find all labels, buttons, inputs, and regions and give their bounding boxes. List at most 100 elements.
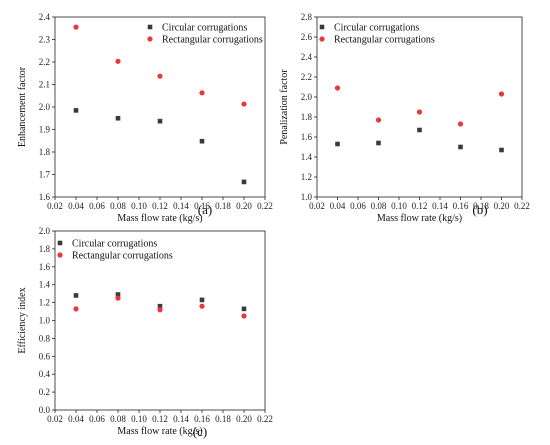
x-tick-label: 0.14 [173, 201, 189, 211]
legend-marker-circular [147, 24, 153, 30]
data-point-circular [499, 147, 504, 153]
x-tick-label: 0.22 [257, 414, 273, 424]
x-tick-label: 0.18 [473, 201, 489, 211]
x-tick-label: 0.18 [215, 201, 231, 211]
data-point-rectangular [241, 101, 247, 107]
legend-marker-rectangular [147, 36, 153, 42]
y-tick-label: 2.6 [301, 32, 313, 42]
data-point-rectangular [457, 121, 464, 127]
data-point-circular [241, 306, 247, 312]
data-point-rectangular [115, 58, 121, 64]
y-tick-label: 2.2 [39, 57, 50, 67]
x-tick-label: 0.06 [89, 201, 105, 211]
data-point-rectangular [73, 306, 79, 312]
y-tick-label: 2.4 [39, 12, 51, 22]
y-tick-label: 2.1 [39, 80, 50, 90]
data-point-circular [73, 108, 79, 113]
data-point-rectangular [334, 85, 341, 91]
x-tick-label: 0.14 [173, 414, 189, 424]
y-tick-label: 1.8 [301, 112, 313, 122]
legend-label: Circular corrugations [334, 23, 419, 34]
data-point-rectangular [157, 73, 163, 79]
data-point-rectangular [375, 117, 382, 123]
x-tick-label: 0.04 [68, 201, 84, 211]
legend-marker-rectangular [319, 36, 325, 42]
y-axis-label: Penalization factor [279, 69, 290, 145]
x-tick-label: 0.10 [131, 201, 147, 211]
y-tick-label: 0.8 [39, 333, 51, 343]
x-tick-label: 0.08 [110, 414, 126, 424]
x-tick-label: 0.12 [152, 201, 168, 211]
y-tick-label: 1.0 [301, 192, 313, 202]
x-tick-label: 0.22 [257, 201, 273, 211]
y-tick-label: 2.0 [39, 102, 51, 112]
data-point-rectangular [73, 24, 79, 30]
x-tick-label: 0.20 [494, 201, 510, 211]
data-point-circular [199, 138, 205, 144]
data-point-circular [115, 292, 121, 297]
y-tick-label: 1.0 [39, 316, 51, 326]
x-tick-label: 0.08 [110, 201, 126, 211]
data-point-circular [157, 118, 163, 124]
panel-label: (c) [193, 424, 207, 439]
chart-panel-2: 0.02 0.04 0.06 0.08 0.10 0.12 0.14 0.16 0.18 0.20… [279, 12, 530, 224]
y-axis-label: Efficiency index [17, 287, 28, 353]
x-tick-label: 0.20 [236, 201, 252, 211]
x-tick-label: 0.08 [371, 201, 387, 211]
legend-marker-circular [57, 240, 63, 246]
legend-label: Circular corrugations [162, 23, 247, 34]
data-point-circular [335, 141, 340, 147]
data-point-circular [199, 297, 205, 303]
x-tick-label: 0.06 [89, 414, 105, 424]
x-tick-label: 0.14 [432, 201, 448, 211]
legend-label: Rectangular corrugations [72, 251, 173, 262]
y-tick-label: 1.7 [39, 170, 51, 180]
y-tick-label: 1.4 [39, 280, 51, 290]
data-point-rectangular [416, 109, 423, 115]
x-tick-label: 0.04 [68, 414, 84, 424]
panel-label: (b) [472, 202, 487, 217]
y-tick-label: 2.8 [301, 12, 313, 22]
x-tick-label: 0.10 [131, 414, 147, 424]
legend-label: Circular corrugations [72, 239, 157, 250]
x-axis-label: Mass flow rate (kg/s) [377, 213, 462, 224]
y-tick-label: 1.8 [39, 244, 51, 254]
x-tick-label: 0.16 [194, 201, 210, 211]
legend-marker-circular [319, 24, 325, 30]
y-tick-label: 2.3 [39, 35, 51, 45]
panel-label: (a) [198, 202, 212, 217]
y-tick-label: 2.2 [301, 72, 312, 82]
y-tick-label: 1.6 [301, 132, 313, 142]
data-point-rectangular [241, 313, 247, 319]
x-axis-label: Mass flow rate (kg/s) [117, 426, 202, 437]
y-tick-label: 1.6 [39, 192, 51, 202]
x-axis-label: Mass flow rate (kg/s) [117, 213, 202, 224]
chart-panel-1: 0.02 0.04 0.06 0.08 0.10 0.12 0.14 0.16 0.18 0.20… [17, 12, 273, 224]
x-tick-label: 0.18 [215, 414, 231, 424]
x-tick-label: 0.10 [391, 201, 407, 211]
y-tick-label: 0.4 [39, 369, 51, 379]
y-tick-label: 2.0 [301, 92, 313, 102]
x-tick-label: 0.16 [453, 201, 469, 211]
x-tick-label: 0.04 [330, 201, 346, 211]
x-tick-label: 0.06 [350, 201, 366, 211]
chart-panel-3: 0.02 0.04 0.06 0.08 0.10 0.12 0.14 0.16 0.18 0.20… [17, 226, 273, 439]
data-point-circular [417, 127, 422, 133]
x-tick-label: 0.12 [412, 201, 428, 211]
legend-label: Rectangular corrugations [334, 35, 435, 46]
x-tick-label: 0.20 [236, 414, 252, 424]
data-point-circular [241, 179, 247, 185]
y-tick-label: 1.2 [39, 298, 50, 308]
y-tick-label: 1.4 [301, 152, 313, 162]
y-tick-label: 0.0 [39, 405, 51, 415]
data-point-rectangular [199, 90, 205, 96]
y-tick-label: 1.9 [39, 125, 51, 135]
data-point-circular [73, 293, 79, 298]
y-axis-label: Enhancement factor [17, 66, 28, 147]
y-tick-label: 2.0 [39, 226, 51, 236]
x-tick-label: 0.16 [194, 414, 210, 424]
y-tick-label: 2.4 [301, 52, 313, 62]
data-point-circular [157, 303, 163, 309]
data-point-rectangular [199, 303, 205, 309]
